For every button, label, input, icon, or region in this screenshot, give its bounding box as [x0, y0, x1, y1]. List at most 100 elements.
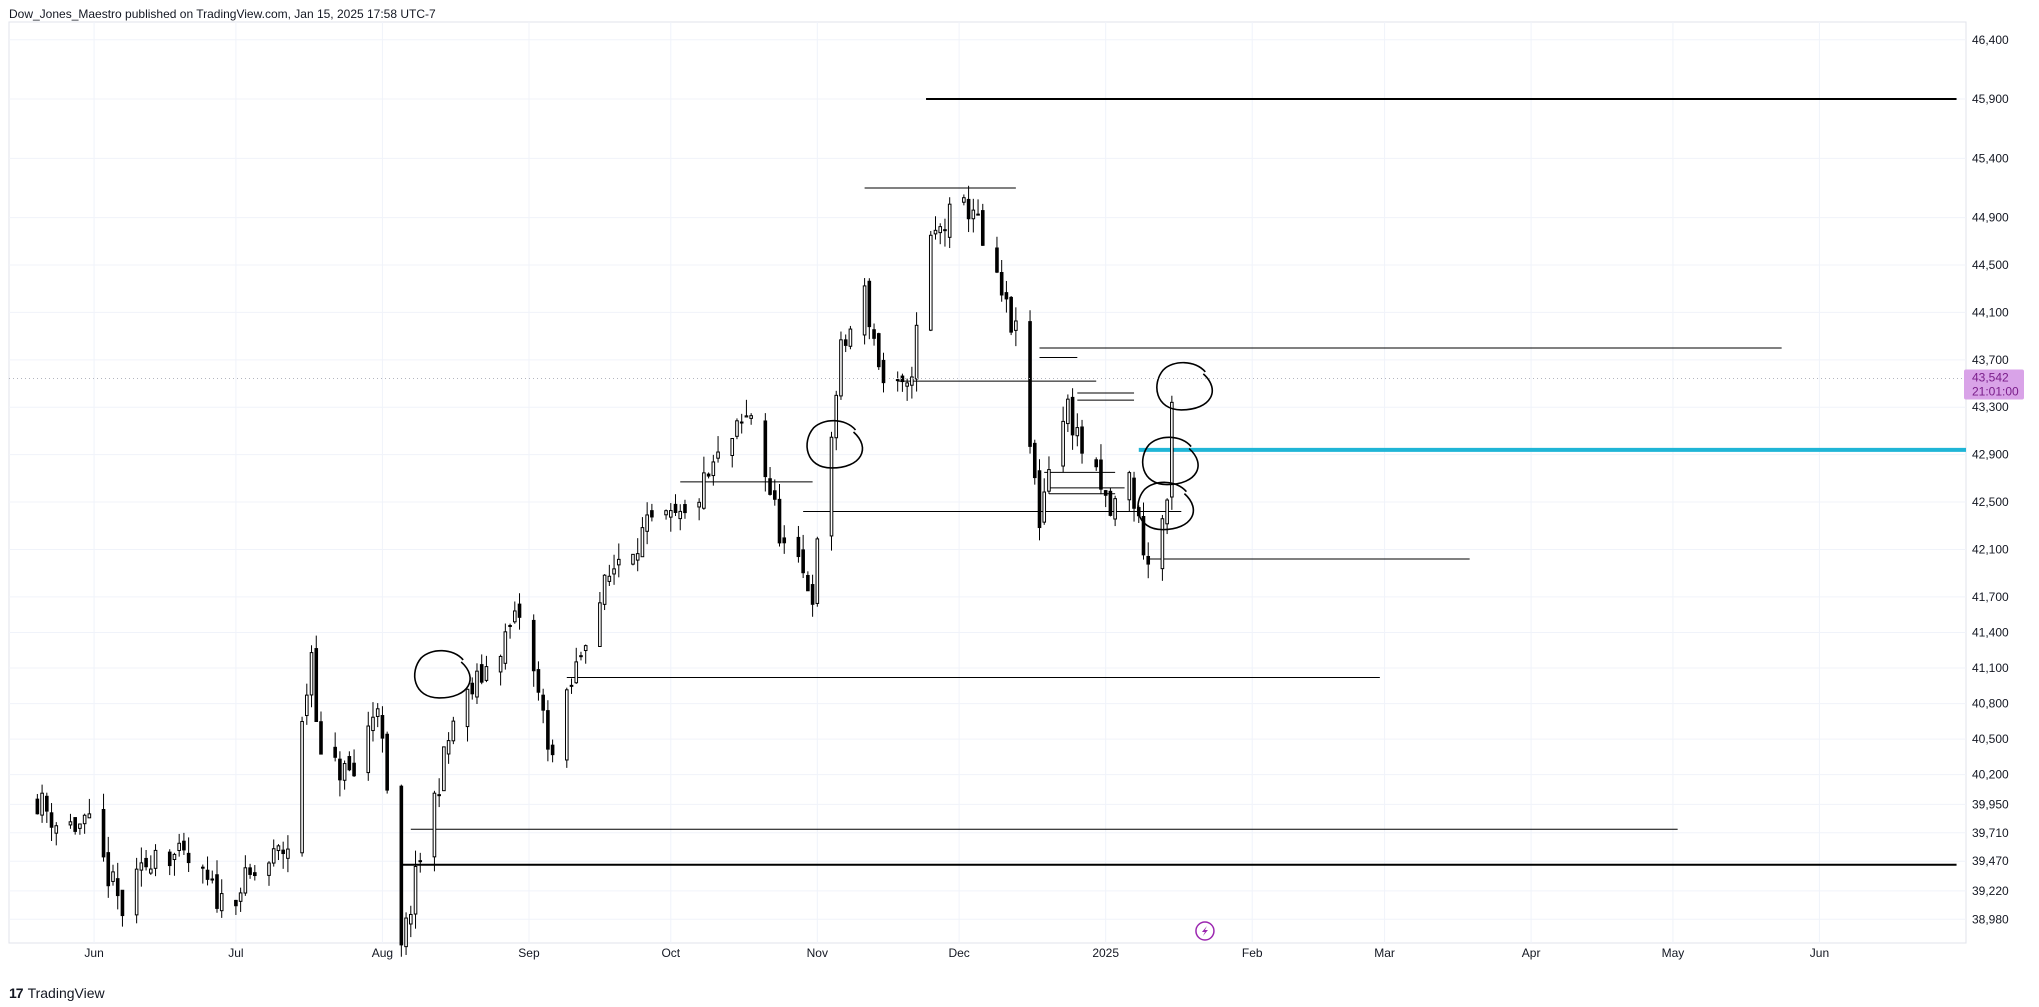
y-tick-label: 39,710	[1972, 826, 2009, 840]
x-tick-label: Mar	[1374, 946, 1395, 960]
candle-bullish	[111, 871, 115, 882]
candle-bullish	[739, 421, 744, 424]
candle-bearish	[352, 762, 356, 777]
candle-bullish	[744, 415, 749, 418]
tradingview-logo[interactable]: 17 TradingView	[9, 985, 105, 1001]
candle-bullish	[68, 821, 73, 826]
candle-bullish	[730, 438, 735, 457]
candle-bearish	[479, 664, 484, 683]
candle-bullish	[1127, 472, 1132, 501]
candle-bullish	[498, 655, 503, 673]
y-tick-label: 39,470	[1972, 854, 2009, 868]
candle-bullish	[895, 379, 900, 382]
candle-bullish	[1047, 469, 1051, 492]
candle-bearish	[763, 420, 768, 478]
candle-bearish	[418, 860, 423, 863]
candle-bearish	[1141, 516, 1146, 556]
candle-bearish	[1080, 426, 1084, 454]
tradingview-logo-text: TradingView	[27, 985, 105, 1001]
candlestick-series	[35, 185, 1174, 957]
y-tick-label: 40,800	[1972, 697, 2009, 711]
candle-bearish	[796, 536, 801, 558]
candle-bullish	[172, 853, 177, 861]
candle-bullish	[947, 203, 952, 238]
candle-bullish	[574, 661, 579, 684]
candle-bearish	[777, 498, 782, 544]
candle-bullish	[668, 510, 673, 518]
candle-bullish	[749, 415, 753, 419]
candle-bearish	[517, 603, 522, 618]
candle-bearish	[541, 694, 545, 711]
y-tick-label: 44,100	[1972, 305, 2009, 319]
candle-bullish	[413, 865, 418, 915]
candle-bearish	[1070, 396, 1075, 436]
candle-bearish	[253, 872, 257, 877]
y-tick-label: 45,400	[1972, 151, 2009, 165]
candle-bearish	[186, 852, 191, 864]
candle-bullish	[139, 862, 144, 871]
x-tick-label: Oct	[661, 946, 680, 960]
candle-bullish	[664, 510, 668, 516]
hand-drawn-circle	[1141, 436, 1199, 486]
candle-bullish	[612, 568, 616, 575]
candle-bullish	[219, 893, 224, 912]
candle-bearish	[380, 715, 385, 739]
candle-bullish	[54, 825, 59, 834]
candle-bearish	[531, 619, 536, 672]
candle-bullish	[404, 917, 408, 948]
candle-bullish	[607, 575, 612, 582]
candle-bullish	[1014, 320, 1018, 331]
candle-bearish	[995, 247, 999, 273]
candle-bearish	[215, 874, 219, 909]
candle-bearish	[1028, 321, 1032, 447]
candle-bullish	[243, 867, 248, 894]
candle-bullish	[366, 725, 371, 774]
candle-bullish	[839, 339, 843, 397]
candle-bearish	[1132, 477, 1136, 509]
candle-bullish	[342, 763, 347, 781]
candle-bearish	[881, 359, 886, 384]
candle-bullish	[484, 666, 489, 681]
candle-bullish	[437, 794, 441, 797]
candle-bearish	[872, 329, 876, 339]
candle-bearish	[650, 510, 654, 518]
candle-bearish	[1103, 490, 1108, 496]
candle-bearish	[49, 812, 54, 828]
candle-bullish	[579, 655, 583, 658]
candle-bearish	[782, 537, 787, 544]
y-tick-label: 44,500	[1972, 258, 2009, 272]
candle-bearish	[1094, 459, 1099, 468]
candle-bearish	[569, 684, 574, 687]
candle-bullish	[238, 892, 243, 902]
y-tick-label: 45,900	[1972, 92, 2009, 106]
candle-bearish	[333, 746, 337, 758]
candle-bearish	[182, 840, 186, 851]
candle-bullish	[716, 451, 720, 459]
candle-bearish	[281, 849, 285, 855]
x-tick-label: Jun	[1810, 946, 1829, 960]
candle-bearish	[806, 574, 810, 592]
y-tick-label: 41,400	[1972, 625, 2009, 639]
candle-bullish	[976, 213, 980, 216]
candle-bullish	[905, 382, 909, 387]
hand-drawn-circle	[1137, 481, 1195, 531]
x-tick-label: Nov	[807, 946, 828, 960]
hand-drawn-circle	[1156, 361, 1214, 411]
candle-bullish	[451, 720, 456, 742]
y-tick-label: 40,200	[1972, 768, 2009, 782]
candle-bullish	[834, 394, 839, 439]
candle-bullish	[446, 740, 451, 755]
candle-bullish	[971, 209, 976, 220]
candle-bullish	[371, 716, 375, 732]
x-tick-label: Jul	[228, 946, 243, 960]
candle-bearish	[772, 490, 777, 500]
candle-bearish	[768, 478, 772, 495]
last-price-value: 43,542	[1972, 371, 2009, 385]
candle-bullish	[1075, 427, 1080, 437]
candle-bullish	[305, 694, 309, 717]
candle-bearish	[683, 504, 687, 514]
candle-bullish	[583, 645, 588, 652]
x-tick-label: Aug	[372, 946, 393, 960]
time-axis: Jun Jul Aug Sep Oct Nov Dec 2025 Feb Mar Apr May Jun	[84, 946, 1829, 960]
